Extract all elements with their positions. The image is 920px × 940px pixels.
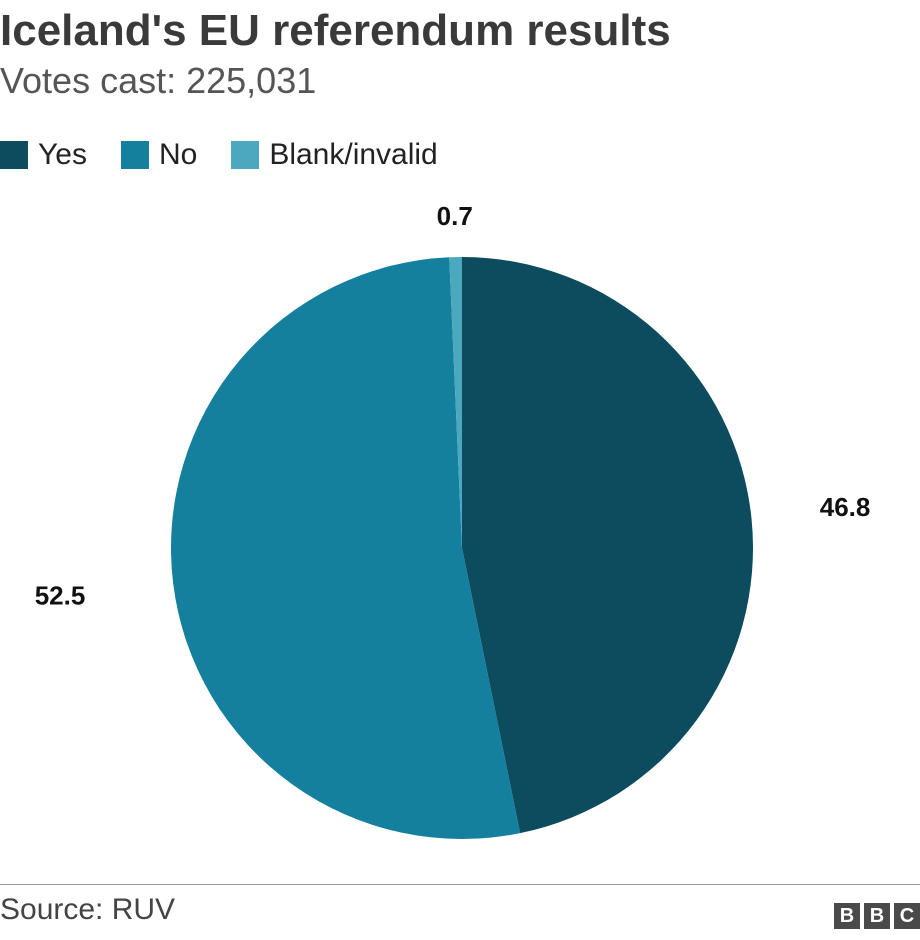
pie-slice-no (171, 257, 521, 840)
source-note: Source: RUV (0, 893, 176, 926)
bbc-logo-letter: C (894, 903, 920, 929)
data-label-blank: 0.7 (437, 201, 473, 231)
bbc-logo-letter: B (834, 903, 860, 929)
pie-slice-yes (462, 257, 753, 834)
legend-item-yes: Yes (0, 138, 87, 172)
legend-item-blank: Blank/invalid (231, 138, 438, 172)
bbc-logo: B B C (830, 903, 920, 929)
bbc-logo-letter: B (864, 903, 890, 929)
data-label-no: 52.5 (35, 580, 86, 610)
legend-label-no: No (158, 138, 198, 171)
legend-item-no: No (120, 138, 198, 172)
legend-swatch-blank (231, 141, 260, 169)
chart-subtitle: Votes cast: 225,031 (0, 60, 317, 101)
legend-label-yes: Yes (38, 138, 87, 171)
pie-slice-blank (449, 257, 462, 548)
legend-label-blank: Blank/invalid (269, 138, 438, 171)
legend-swatch-no (120, 141, 149, 169)
data-label-yes: 46.8 (820, 492, 871, 522)
chart-title: Iceland's EU referendum results (0, 6, 671, 55)
legend-swatch-yes (0, 141, 28, 169)
footer-divider (0, 884, 920, 885)
legend: Yes No Blank/invalid (0, 138, 472, 172)
pie-chart: 46.8 52.5 0.7 (35, 201, 871, 840)
